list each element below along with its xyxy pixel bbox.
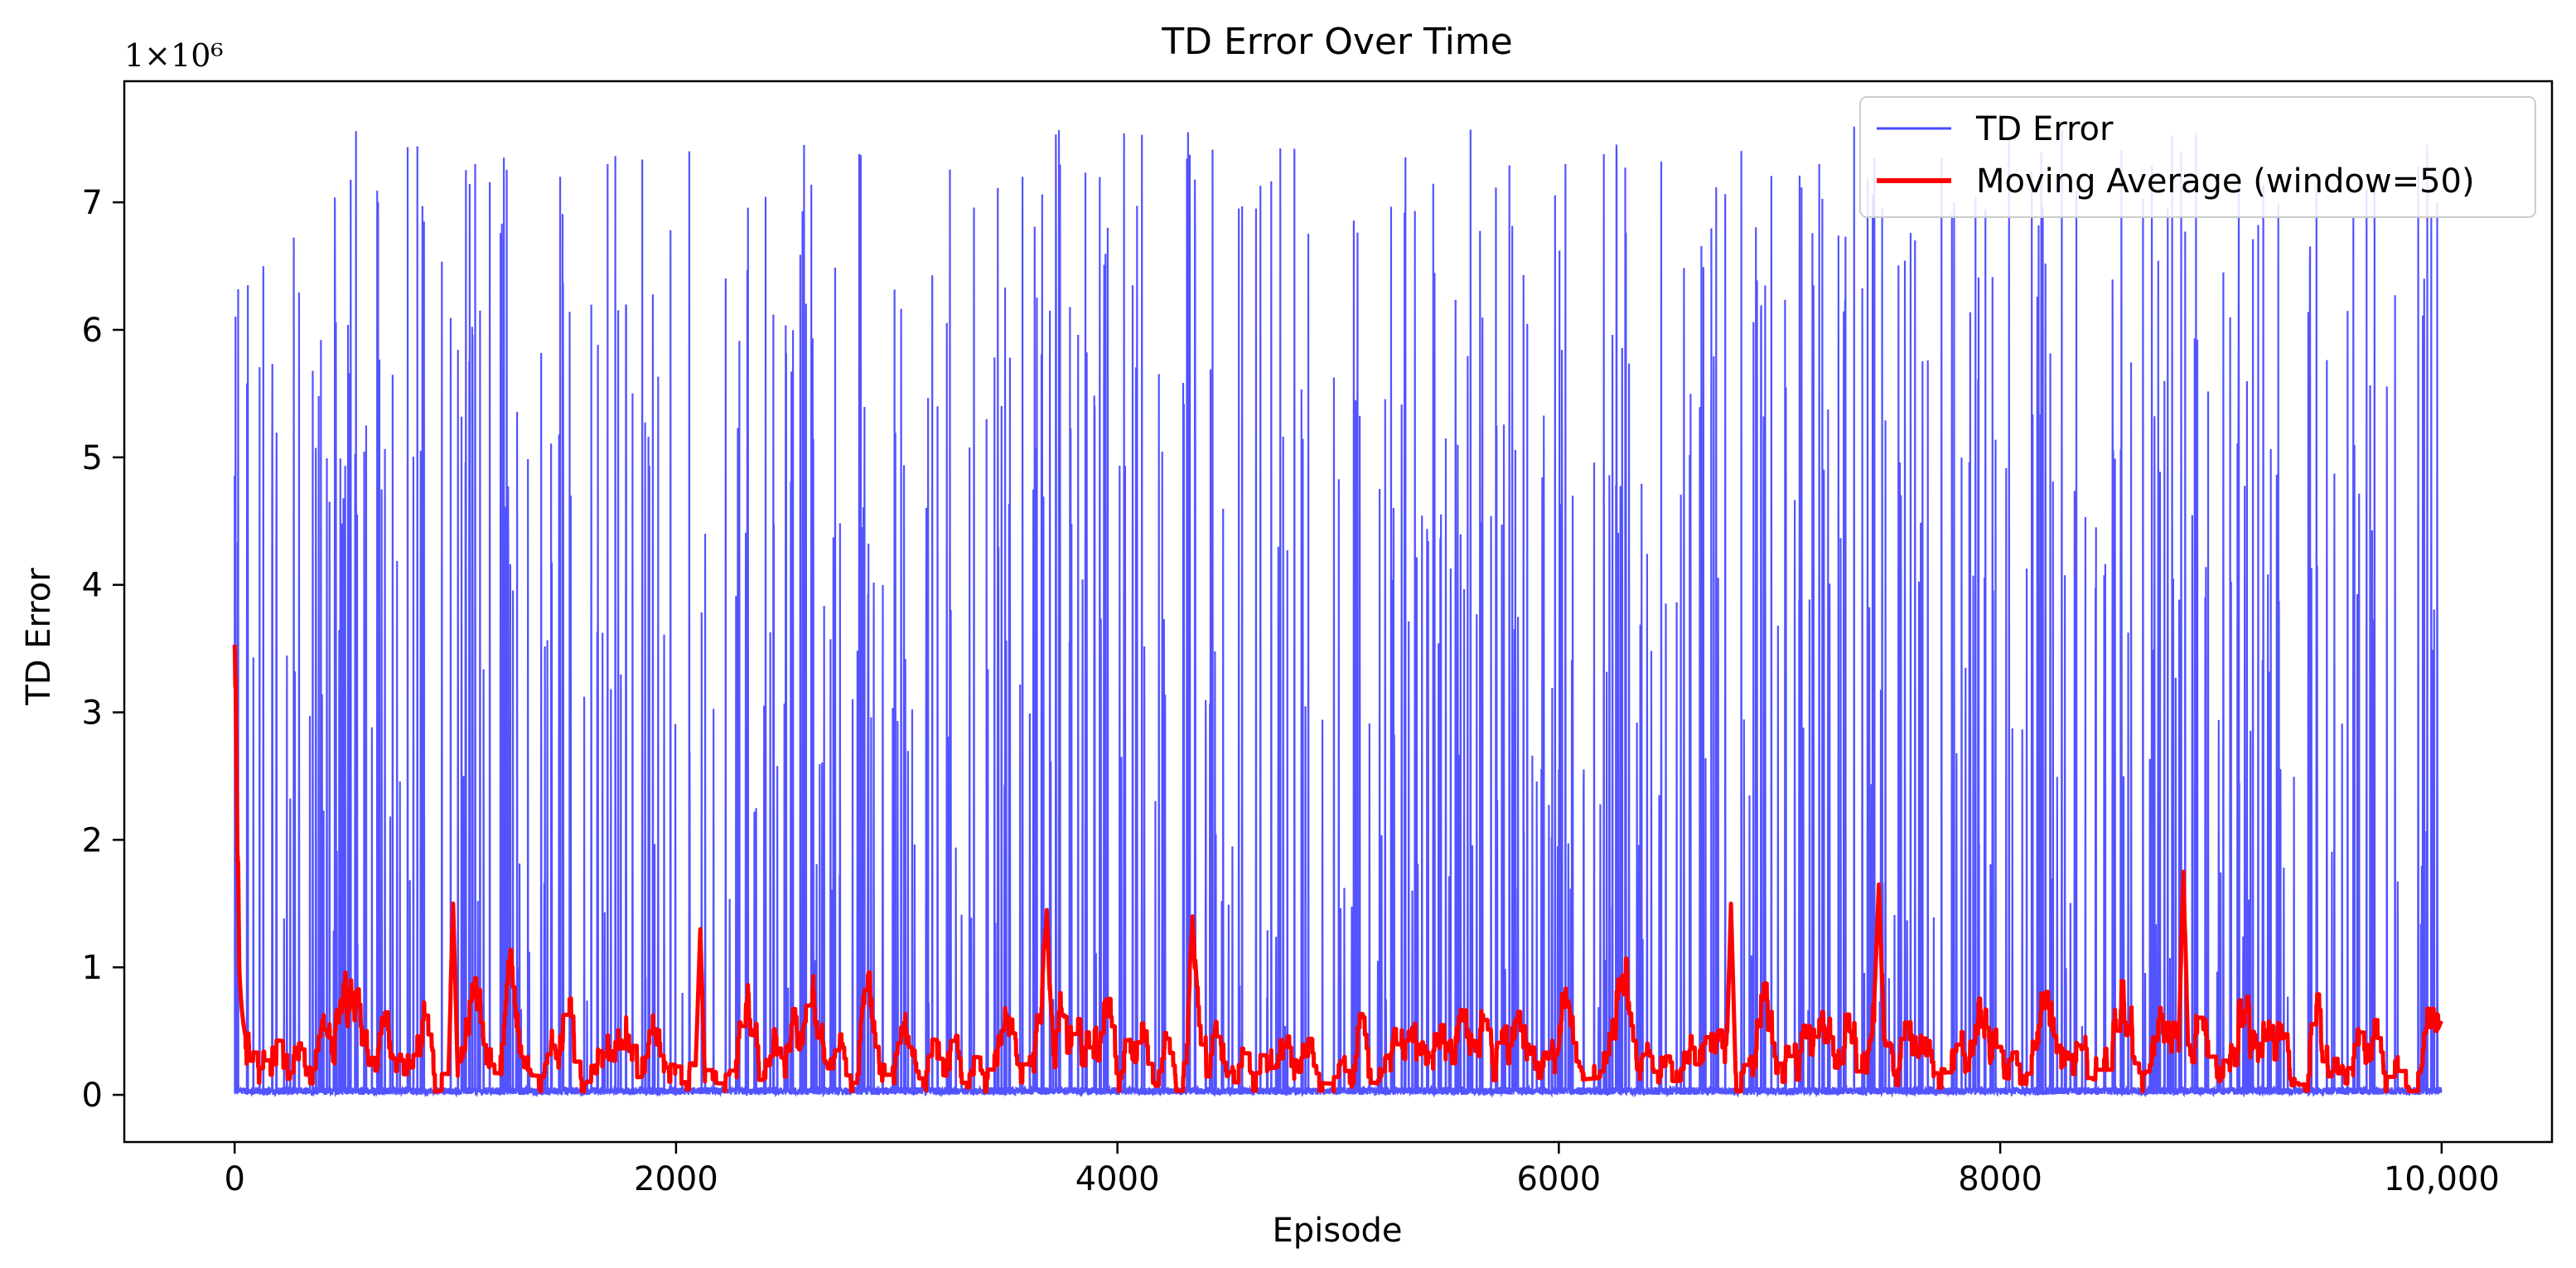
series-line-moving-average xyxy=(232,644,2443,1094)
legend-box xyxy=(1859,96,2536,218)
x-tick-label: 10,000 xyxy=(2384,1160,2500,1198)
legend-label-td-error: TD Error xyxy=(1975,110,2114,148)
plot-area xyxy=(123,80,2554,1144)
series-line-td-error xyxy=(234,126,2443,1098)
y-tick-label: 1 xyxy=(82,949,103,987)
x-tick-label: 4000 xyxy=(1075,1160,1160,1198)
x-axis: 0 2000 4000 6000 8000 10,000 xyxy=(224,1142,2500,1198)
y-tick-label: 3 xyxy=(82,694,103,733)
x-tick-label: 0 xyxy=(224,1160,244,1198)
x-tick-label: 6000 xyxy=(1516,1160,1601,1198)
x-tick-label: 8000 xyxy=(1958,1160,2042,1198)
plot-frame xyxy=(123,80,2554,1144)
legend-label-moving-average: Moving Average (window=50) xyxy=(1976,162,2475,201)
y-tick-label: 0 xyxy=(82,1077,103,1115)
x-tick-label: 2000 xyxy=(634,1160,718,1198)
y-offset-label: 1×10⁶ xyxy=(124,37,224,74)
y-tick-label: 6 xyxy=(82,312,103,350)
y-axis-label: TD Error xyxy=(20,568,58,706)
chart-title: TD Error Over Time xyxy=(1161,21,1512,63)
y-tick-label: 4 xyxy=(82,567,103,605)
y-tick-label: 2 xyxy=(82,821,103,859)
x-axis-label: Episode xyxy=(1272,1212,1402,1250)
legend: TD Error Moving Average (window=50) xyxy=(1859,96,2536,218)
y-tick-label: 5 xyxy=(82,439,103,477)
y-axis: 0 1 2 3 4 5 6 7 xyxy=(82,184,124,1115)
y-tick-label: 7 xyxy=(82,184,103,222)
series-layer xyxy=(232,126,2443,1098)
